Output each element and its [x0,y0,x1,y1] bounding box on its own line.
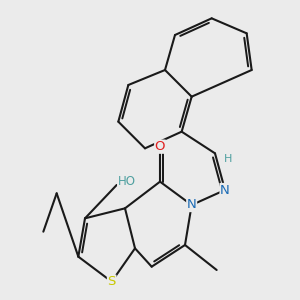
Text: N: N [187,199,196,212]
Text: S: S [107,275,116,288]
Text: HO: HO [118,175,136,188]
Text: H: H [224,154,233,164]
Text: O: O [155,140,165,153]
Text: N: N [220,184,230,196]
